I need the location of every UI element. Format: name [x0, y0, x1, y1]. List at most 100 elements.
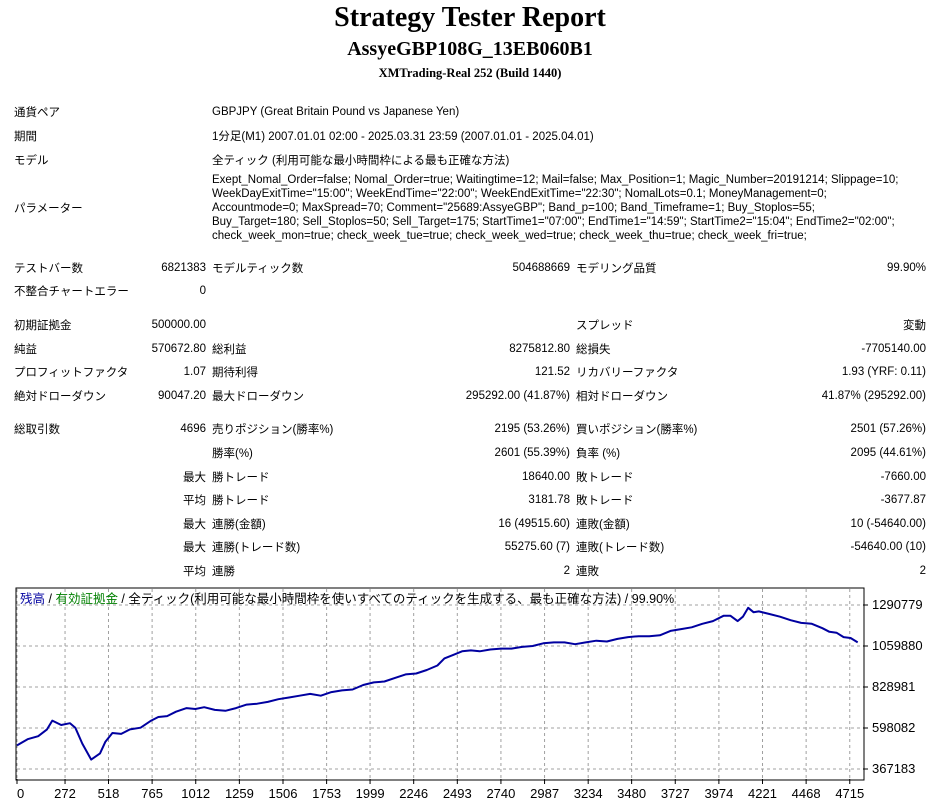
legend-separator: /	[45, 592, 55, 606]
report-title: Strategy Tester Report	[334, 2, 606, 33]
x-tick-label: 3234	[574, 786, 603, 801]
max-consecutive-wins-amount-value: 16 (49515.60)	[498, 517, 570, 530]
deposit-label: 初期証拠金	[14, 319, 72, 332]
x-tick-label: 4221	[748, 786, 777, 801]
model-value: 全ティック (利用可能な最小時間枠による最も正確な方法)	[212, 155, 510, 167]
stats-row: 不整合チャートエラー 0	[14, 280, 926, 304]
bars-label: テストバー数	[14, 262, 83, 275]
chart-grid	[16, 589, 863, 779]
stats-row: 最大 連勝(金額) 16 (49515.60) 連敗(金額) 10 (-5464…	[14, 512, 926, 536]
y-tick-label: 828981	[872, 679, 915, 694]
gross-profit-label: 総利益	[212, 343, 247, 356]
plot-area	[15, 587, 865, 781]
gross-loss-value: -7705140.00	[861, 342, 926, 355]
expected-payoff-value: 121.52	[534, 366, 570, 379]
relative-drawdown-value: 41.87% (295292.00)	[821, 389, 926, 402]
short-positions-label: 売りポジション(勝率%)	[212, 424, 334, 437]
y-tick-label: 1059880	[872, 638, 923, 653]
chart-series	[16, 606, 859, 761]
legend-equity: 有効証拠金	[55, 591, 118, 606]
x-tick-label: 0	[17, 786, 24, 801]
parameters-label: パラメーター	[14, 203, 83, 215]
ticks-label: モデルティック数	[212, 262, 304, 275]
pair-value: GBPJPY (Great Britain Pound vs Japanese …	[212, 106, 460, 118]
x-tick-label: 1012	[181, 786, 210, 801]
largest-loss-value: -7660.00	[880, 470, 926, 483]
info-row-parameters: パラメーター Exept_Nomal_Order=false; Nomal_Or…	[14, 172, 926, 244]
info-row-pair: 通貨ペア GBPJPY (Great Britain Pound vs Japa…	[14, 100, 926, 124]
parameters-line: Accountmode=0; MaxSpread=70; Comment="25…	[212, 202, 815, 214]
x-tick-label: 4715	[835, 786, 864, 801]
bars-value: 6821383	[161, 261, 206, 274]
stats-row: 勝率(%) 2601 (55.39%) 負率 (%) 2095 (44.61%)	[14, 441, 926, 465]
total-trades-value: 4696	[180, 423, 206, 436]
total-trades-label: 総取引数	[14, 424, 60, 437]
expert-name: AssyeGBP108G_13EB060B1	[347, 38, 593, 60]
server-build: XMTrading-Real 252 (Build 1440)	[378, 66, 562, 80]
info-row-model: モデル 全ティック (利用可能な最小時間枠による最も正確な方法)	[14, 148, 926, 172]
profit-factor-label: プロフィットファクタ	[14, 367, 129, 380]
loss-rate-value: 2095 (44.61%)	[850, 446, 926, 459]
y-tick-label: 367183	[872, 761, 915, 776]
stats-row: 初期証拠金 500000.00 スプレッド 変動	[14, 313, 926, 337]
ticks-value: 504688669	[512, 261, 570, 274]
x-tick-label: 765	[141, 786, 163, 801]
x-tick-label: 2740	[486, 786, 515, 801]
mismatch-value: 0	[199, 285, 206, 298]
x-tick-label: 1999	[356, 786, 385, 801]
stats-row: プロフィットファクタ 1.07 期待利得 121.52 リカバリーファクタ 1.…	[14, 360, 926, 384]
largest-loss-label: 敗トレード	[576, 471, 634, 484]
profit-factor-value: 1.07	[183, 366, 206, 379]
legend-description: 全ティック(利用可能な最小時間枠を使いすべてのティックを生成する、最も正確な方法…	[128, 591, 674, 606]
max-consecutive-wins-amount-label: 連勝(金額)	[212, 518, 266, 531]
period-value: 1分足(M1) 2007.01.01 02:00 - 2025.03.31 23…	[212, 131, 594, 143]
parameters-line: Exept_Nomal_Order=false; Nomal_Order=tru…	[212, 174, 899, 186]
recovery-factor-label: リカバリーファクタ	[576, 367, 679, 380]
gross-profit-value: 8275812.80	[509, 342, 570, 355]
x-tick-label: 3480	[617, 786, 646, 801]
max-consecutive-losses-amount-label: 連敗(金額)	[576, 518, 630, 531]
maximal-drawdown-label: 最大ドローダウン	[212, 390, 304, 403]
absolute-drawdown-label: 絶対ドローダウン	[14, 390, 106, 403]
x-tick-label: 1259	[225, 786, 254, 801]
max-consecutive-profit-label: 連勝(トレード数)	[212, 542, 301, 555]
max-consecutive-losses-amount-value: 10 (-54640.00)	[850, 517, 926, 530]
short-positions-value: 2195 (53.26%)	[494, 423, 570, 436]
long-positions-value: 2501 (57.26%)	[850, 423, 926, 436]
largest-win-label: 勝トレード	[212, 471, 270, 484]
spread-label: スプレッド	[576, 319, 634, 332]
y-tick-label: 598082	[872, 720, 915, 735]
recovery-factor-value: 1.93 (YRF: 0.11)	[841, 366, 926, 379]
y-tick-label: 1290779	[872, 597, 923, 612]
quality-label: モデリング品質	[576, 262, 657, 275]
x-axis-labels: 0 272 518 765 1012 1259 1506 1753 1999 2246 2493 27…	[16, 779, 864, 801]
absolute-drawdown-value: 90047.20	[158, 389, 206, 402]
loss-rate-label: 負率 (%)	[576, 447, 621, 460]
maximal-drawdown-value: 295292.00 (41.87%)	[465, 389, 570, 402]
max-consecutive-loss-value: -54640.00 (10)	[850, 541, 926, 554]
parameters-line: WeekDayExitTime="15:00"; WeekEndTime="22…	[212, 188, 827, 200]
parameters-line: check_week_mon=true; check_week_tue=true…	[212, 230, 807, 242]
x-tick-label: 1506	[269, 786, 298, 801]
quality-value: 99.90%	[886, 261, 926, 274]
largest-win-value: 18640.00	[522, 470, 570, 483]
average-label: 平均	[183, 565, 206, 578]
avg-consecutive-losses-label: 連敗	[576, 565, 599, 578]
max-consecutive-loss-label: 連敗(トレード数)	[576, 542, 665, 555]
results-table: テストバー数 6821383 モデルティック数 504688669 モデリング品…	[14, 256, 926, 583]
parameters-value: Exept_Nomal_Order=false; Nomal_Order=tru…	[212, 173, 926, 243]
legend-balance: 残高	[20, 591, 45, 606]
x-tick-label: 3974	[704, 786, 733, 801]
balance-chart: 残高 / 有効証拠金 / 全ティック(利用可能な最小時間枠を使いすべてのティック…	[14, 586, 938, 802]
avg-consecutive-wins-label: 連勝	[212, 565, 235, 578]
average-win-label: 勝トレード	[212, 495, 270, 508]
test-info-section: 通貨ペア GBPJPY (Great Britain Pound vs Japa…	[14, 100, 926, 244]
chart-legend: 残高 / 有効証拠金 / 全ティック(利用可能な最小時間枠を使いすべてのティック…	[20, 591, 674, 606]
x-tick-label: 2987	[530, 786, 559, 801]
net-profit-label: 純益	[14, 343, 37, 356]
average-label: 平均	[183, 495, 206, 508]
long-positions-label: 買いポジション(勝率%)	[576, 424, 698, 437]
balance-chart-svg: 残高 / 有効証拠金 / 全ティック(利用可能な最小時間枠を使いすべてのティック…	[15, 587, 923, 801]
stats-row: 総取引数 4696 売りポジション(勝率%) 2195 (53.26%) 買いポ…	[14, 418, 926, 442]
stats-row: 最大 連勝(トレード数) 55275.60 (7) 連敗(トレード数) -546…	[14, 536, 926, 560]
